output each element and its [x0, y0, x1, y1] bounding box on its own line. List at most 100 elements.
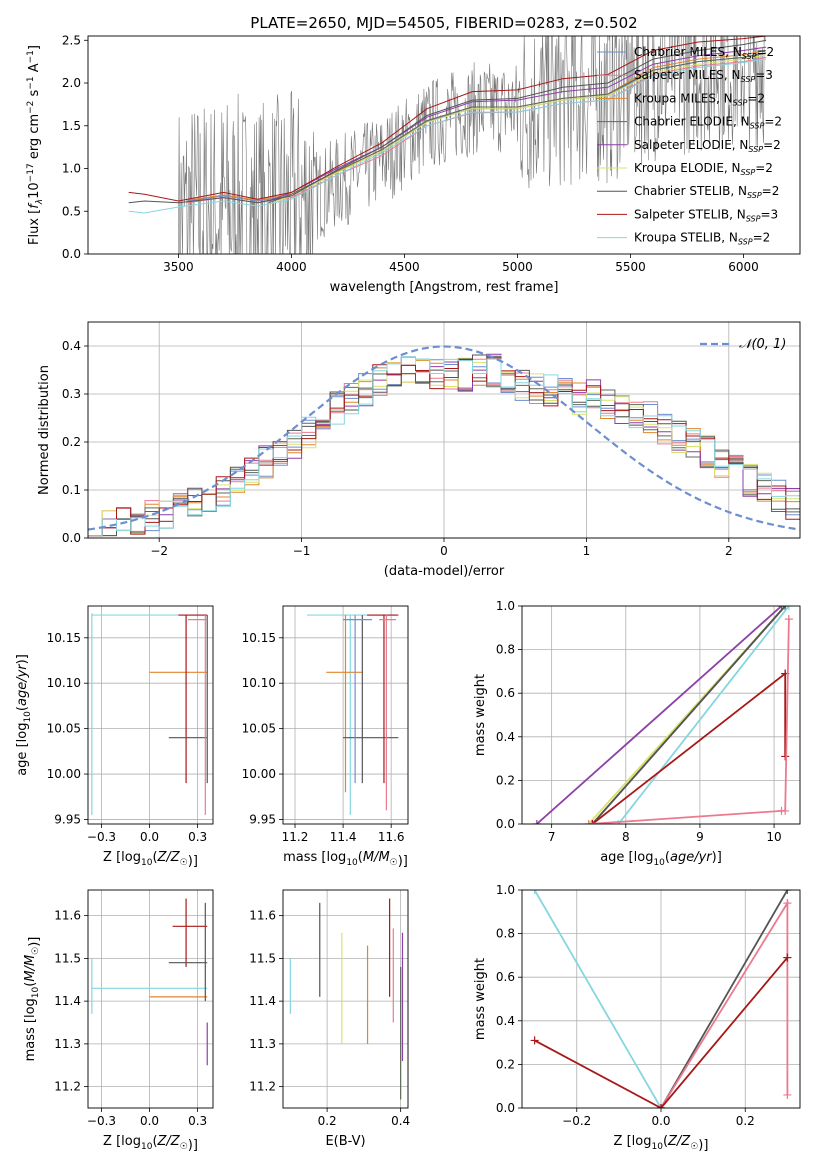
- y-tick-label: 10.05: [242, 722, 276, 736]
- normal-curve-line: [88, 345, 800, 531]
- x-tick-label: 0.2: [318, 1114, 337, 1128]
- y-tick-label: 0.1: [62, 483, 81, 497]
- y-axis-label: mass [log10(M/M☉)]: [23, 937, 42, 1062]
- label-part: age [log: [15, 723, 30, 776]
- label-part: =2: [763, 138, 781, 152]
- y-tick-label: 1.0: [496, 599, 515, 613]
- label-part: 10: [346, 858, 358, 868]
- label-part: )]: [15, 654, 30, 664]
- y-tick-label: 10.10: [47, 676, 81, 690]
- x-axis-label: Z [log10(Z/Z☉)]: [614, 1134, 709, 1153]
- y-tick-label: 11.3: [54, 1037, 81, 1051]
- y-tick-label: 10.10: [242, 676, 276, 690]
- label-part: s: [27, 89, 42, 100]
- label-part: Kroupa STELIB, N: [634, 231, 738, 245]
- x-tick-label: 3500: [163, 260, 194, 274]
- y-tick-label: 0.4: [496, 1014, 515, 1028]
- y-axis-label: mass weight: [473, 958, 488, 1040]
- label-part: Salpeter STELIB, N: [634, 207, 746, 221]
- label-part: =2: [755, 161, 773, 175]
- y-tick-label: 0.8: [496, 927, 515, 941]
- x-tick-label: 0.2: [736, 1114, 755, 1128]
- label-part: (: [358, 850, 363, 865]
- label-part: 10: [27, 182, 42, 199]
- label-part: ☉: [31, 947, 41, 955]
- axes-frame: [87, 35, 801, 255]
- label-part: SSP: [733, 98, 748, 107]
- plot-area: [532, 606, 793, 824]
- y-tick-label: 9.95: [249, 812, 276, 826]
- label-part: SSP: [748, 145, 763, 154]
- y-tick-label: 11.4: [54, 994, 81, 1008]
- weight-marker: [781, 752, 790, 761]
- y-tick-label: 0.0: [62, 531, 81, 545]
- label-part: M/M: [363, 850, 390, 865]
- x-axis-label: Z [log10(Z/Z☉)]: [103, 850, 198, 869]
- legend-label: 𝒩(0, 1): [739, 337, 786, 352]
- label-part: SSP: [738, 238, 753, 247]
- weight-marker: [781, 806, 790, 815]
- y-tick-label: 0.8: [496, 643, 515, 657]
- y-axis-label: mass weight: [473, 674, 488, 756]
- label-part: Z [log: [103, 1134, 141, 1149]
- y-tick-label: 0.4: [496, 730, 515, 744]
- label-part: M/M: [23, 955, 38, 982]
- label-part: SSP: [741, 75, 756, 84]
- axes-frame: [521, 605, 801, 825]
- legend-label: Salpeter MILES, NSSP=3: [634, 68, 773, 84]
- label-part: Z/Z: [667, 1134, 691, 1149]
- age-vs-mass-panel: 11.2 11.4 11.6 9.95 10.00 10.05 10.10 10.15 mass…: [242, 605, 409, 869]
- y-tick-label: 0.2: [496, 1057, 515, 1071]
- weight-marker: [783, 890, 792, 894]
- weight-marker: [784, 615, 793, 624]
- y-tick-label: 11.6: [249, 909, 276, 923]
- y-tick-label: 2.0: [62, 76, 81, 90]
- y-tick-label: 10.15: [47, 631, 81, 645]
- axes-frame: [87, 605, 214, 825]
- y-tick-label: 0.3: [62, 387, 81, 401]
- y-tick-label: 0.0: [496, 1101, 515, 1115]
- label-part: Z [log: [614, 1134, 652, 1149]
- label-part: (: [152, 850, 157, 865]
- weight-line-chabrier-stelib: [660, 890, 789, 1108]
- label-part: SSP: [742, 52, 757, 61]
- label-part: )]: [27, 937, 42, 947]
- label-part: A: [27, 63, 42, 76]
- y-tick-label: 11.2: [54, 1080, 81, 1094]
- y-tick-label: 10.00: [242, 767, 276, 781]
- weight-line-salpeter-stelib: [534, 957, 789, 1108]
- x-tick-label: 0.3: [188, 1114, 207, 1128]
- x-axis-label: age [log10(age/yr)]: [600, 850, 722, 868]
- x-tick-label: 0.4: [391, 1114, 410, 1128]
- plot-area: [91, 613, 208, 815]
- label-part: 10: [141, 1142, 153, 1152]
- label-part: =2: [753, 231, 771, 245]
- weight-marker: [783, 1090, 792, 1099]
- model-line-kroupa-elodie: [268, 54, 767, 205]
- legend-label: Chabrier MILES, NSSP=2: [634, 45, 774, 61]
- label-part: −17: [26, 163, 36, 182]
- x-tick-label: 11.4: [330, 830, 357, 844]
- legend-label: Salpeter STELIB, NSSP=3: [634, 207, 778, 223]
- histogram-salpeter-stelib: [88, 357, 800, 538]
- label-part: =3: [760, 207, 778, 221]
- label-part: )]: [188, 854, 198, 869]
- label-part: (: [15, 706, 30, 711]
- plot-area: [91, 898, 208, 1066]
- label-part: (: [23, 982, 38, 987]
- weight-line-kroupa-stelib: [617, 606, 790, 824]
- y-tick-label: 0.2: [62, 435, 81, 449]
- label-part: Flux [: [27, 209, 42, 245]
- y-tick-label: 11.5: [54, 951, 81, 965]
- label-part: Chabrier MILES, N: [634, 45, 742, 59]
- y-tick-label: 0.6: [496, 970, 515, 984]
- label-part: =2: [747, 91, 765, 105]
- x-tick-label: 0.0: [140, 1114, 159, 1128]
- label-part: mass [log: [23, 998, 38, 1061]
- weight-marker: [530, 890, 539, 894]
- x-tick-label: −0.3: [87, 1114, 116, 1128]
- y-tick-label: 0.5: [62, 204, 81, 218]
- label-part: )]: [398, 854, 408, 869]
- x-tick-label: −0.3: [87, 830, 116, 844]
